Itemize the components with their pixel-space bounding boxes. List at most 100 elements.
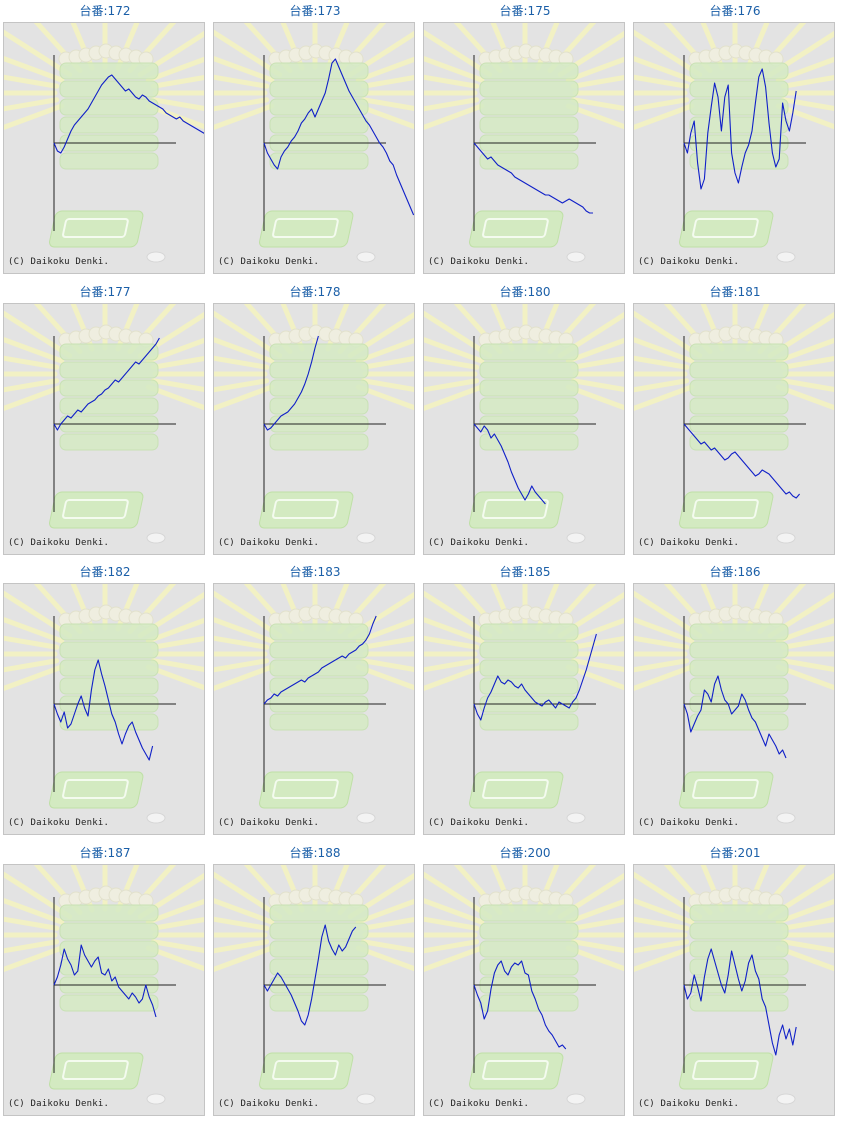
box-stack-layer	[269, 958, 369, 975]
sunburst-ray	[424, 916, 480, 931]
box-stack-layer	[689, 98, 789, 116]
coin-icon	[146, 812, 166, 824]
box-stack-layer	[269, 994, 369, 1011]
slot-chart: 台番:172 (C) Daikoku Denki.	[0, 0, 210, 280]
sunburst-ray	[424, 56, 485, 83]
sunburst-ray	[634, 664, 695, 691]
sunburst-ray	[424, 945, 485, 972]
chart-svg	[214, 864, 414, 1104]
copyright-label: (C) Daikoku Denki.	[428, 257, 530, 267]
slot-chart: 台番:180 (C) Daikoku Denki.	[420, 281, 630, 561]
box-stack-layer	[269, 343, 369, 360]
box-stack-layer	[689, 940, 789, 957]
sunburst-ray	[4, 56, 65, 83]
sunburst-ray	[775, 945, 834, 971]
coin-icon	[146, 1093, 166, 1104]
slot-chart: 台番:175 (C) Daikoku Denki.	[420, 0, 630, 280]
box-stack-layer	[689, 379, 789, 396]
box-stack-layer	[689, 433, 789, 450]
sunburst-ray	[4, 590, 73, 639]
chart-title: 台番:178	[289, 284, 341, 299]
sunburst-ray	[424, 871, 493, 919]
sunburst-ray	[570, 916, 624, 931]
box-stack-layer	[689, 677, 789, 695]
sunburst-ray	[424, 384, 485, 411]
series-line	[683, 675, 787, 759]
box-stack-layer	[269, 397, 369, 414]
chart-panel: (C) Daikoku Denki.	[3, 302, 205, 555]
coin-icon	[566, 532, 586, 543]
background-art	[634, 23, 834, 263]
box-stack-layer	[59, 623, 159, 641]
box-stack-layer	[689, 994, 789, 1011]
sunburst-ray	[775, 56, 834, 83]
sunburst-ray	[214, 384, 275, 411]
sunburst-ray	[565, 384, 624, 410]
chart-panel: (C) Daikoku Denki.	[213, 583, 415, 835]
sunburst-ray	[214, 355, 270, 370]
chart-title: 台番:188	[289, 845, 341, 860]
series-line	[263, 335, 319, 431]
sunburst-ray	[424, 310, 493, 358]
tray-shape	[259, 771, 354, 809]
chart-title: 台番:176	[709, 4, 761, 18]
box-stack-layer	[689, 623, 789, 641]
sunburst-ray	[424, 74, 480, 89]
box-stack-layer	[689, 641, 789, 659]
box-stack-layer	[59, 152, 159, 170]
sunburst-ray	[4, 916, 60, 931]
coin-icon	[776, 251, 796, 263]
sunburst-ray	[214, 635, 270, 650]
slot-chart: 台番:176 (C) Daikoku Denki.	[630, 0, 840, 280]
chart-svg	[634, 23, 834, 263]
sunburst-ray	[570, 938, 624, 953]
sunburst-ray	[775, 337, 834, 363]
sunburst-ray	[634, 310, 703, 358]
box-stack-layer	[59, 80, 159, 98]
box-stack-layer	[59, 922, 159, 939]
chart-panel: (C) Daikoku Denki.	[213, 863, 415, 1116]
box-stack-layer	[269, 62, 369, 80]
series-line	[473, 423, 546, 504]
coin-icon	[356, 1093, 376, 1104]
sunburst-ray	[424, 355, 480, 370]
sunburst-ray	[775, 617, 834, 644]
sunburst-ray	[780, 636, 834, 650]
background-art	[214, 584, 414, 824]
sunburst-ray	[565, 337, 624, 363]
box-stack-layer	[269, 80, 369, 98]
sunburst-ray	[214, 56, 275, 83]
chart-svg	[634, 303, 834, 543]
background-art	[4, 864, 204, 1104]
sunburst-ray	[424, 103, 485, 130]
sunburst-ray	[424, 336, 485, 363]
sunburst-ray	[355, 384, 414, 410]
tray-shape	[469, 491, 564, 528]
sunburst-ray	[424, 635, 480, 650]
box-stack-layer	[689, 904, 789, 921]
box-stack-layer	[59, 677, 159, 695]
sunburst-ray	[145, 617, 204, 644]
sunburst-ray	[780, 916, 834, 931]
sunburst-ray	[780, 75, 834, 89]
box-stack-layer	[689, 397, 789, 414]
sunburst-ray	[4, 871, 73, 919]
coin-icon	[356, 812, 376, 824]
chart-panel: (C) Daikoku Denki.	[3, 583, 205, 835]
tray-shape	[679, 491, 774, 528]
chart-panel: (C) Daikoku Denki.	[423, 302, 625, 555]
box-stack-layer	[479, 433, 579, 450]
sunburst-ray	[570, 636, 624, 650]
coin-icon	[566, 1093, 586, 1104]
copyright-label: (C) Daikoku Denki.	[638, 818, 740, 828]
box-stack-layer	[479, 994, 579, 1011]
sunburst-ray	[150, 658, 204, 672]
series-line	[683, 947, 797, 1056]
sunburst-ray	[634, 871, 703, 919]
sunburst-ray	[360, 938, 414, 953]
background-art	[424, 864, 624, 1104]
series-line	[53, 74, 204, 154]
copyright-label: (C) Daikoku Denki.	[218, 257, 320, 267]
slot-chart: 台番:173 (C) Daikoku Denki.	[210, 0, 420, 280]
